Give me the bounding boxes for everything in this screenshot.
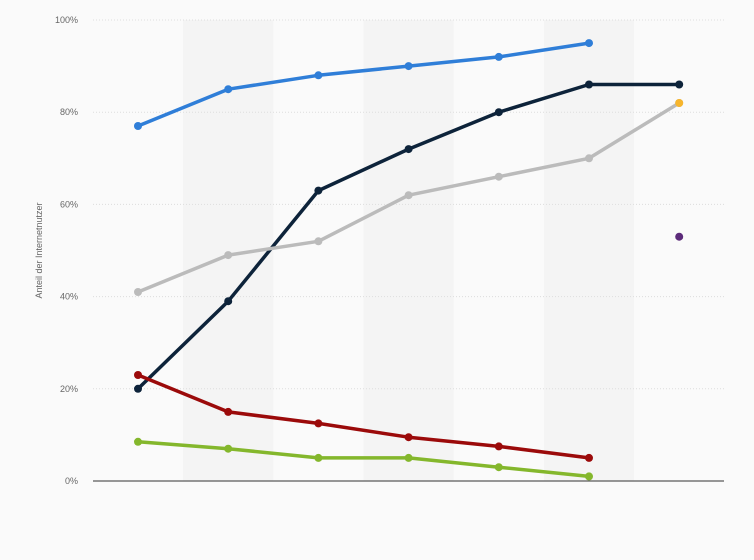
series-group [675,232,684,241]
data-point[interactable] [494,108,503,117]
y-tick-label: 100% [55,15,78,25]
category-band [453,20,544,481]
y-axis-ticks: 0% 20% 40% 60% 80% 100% [55,15,78,486]
y-tick-label: 80% [60,107,78,117]
data-point[interactable] [314,186,323,195]
data-point[interactable] [224,85,233,94]
data-point[interactable] [404,145,413,154]
data-point[interactable] [585,154,593,163]
y-tick-label: 60% [60,199,78,209]
series-line [136,41,591,128]
y-tick-label: 40% [60,292,78,302]
y-tick-label: 0% [65,476,78,486]
data-point[interactable] [224,407,233,416]
data-point[interactable] [404,453,413,462]
series-group [134,437,593,481]
data-point[interactable] [494,172,503,181]
data-point[interactable] [675,232,684,241]
data-point[interactable] [404,433,413,442]
data-point[interactable] [134,122,142,130]
data-point[interactable] [494,463,503,472]
data-point[interactable] [585,453,593,462]
data-point[interactable] [134,437,142,446]
category-band [543,20,635,481]
series-line [136,440,591,479]
data-point[interactable] [404,191,413,200]
data-point[interactable] [585,80,593,89]
data-point[interactable] [585,472,593,481]
series-group [134,39,593,130]
category-band [92,20,184,481]
data-point[interactable] [134,384,142,393]
category-band [634,20,725,481]
series-group [134,80,684,393]
category-bands [92,20,725,481]
data-point[interactable] [314,453,323,462]
data-point[interactable] [675,80,684,89]
data-point[interactable] [134,288,142,296]
data-point[interactable] [404,62,413,71]
data-point[interactable] [585,39,593,48]
data-point[interactable] [675,99,684,107]
data-point[interactable] [224,251,233,260]
gridlines [93,19,724,390]
series-group [675,99,684,107]
category-band [273,20,364,481]
data-point[interactable] [224,444,233,453]
y-axis-title: Anteil der Internetnutzer [34,202,44,298]
data-point[interactable] [494,442,503,451]
y-tick-label: 20% [60,384,78,394]
data-point[interactable] [314,71,323,80]
data-point[interactable] [314,237,323,246]
data-point[interactable] [224,297,233,306]
series-lines [134,39,684,481]
series-line [136,373,591,460]
data-point[interactable] [314,419,323,428]
data-point[interactable] [134,371,142,379]
series-group [134,371,593,462]
data-point[interactable] [494,52,503,61]
category-band [363,20,454,481]
